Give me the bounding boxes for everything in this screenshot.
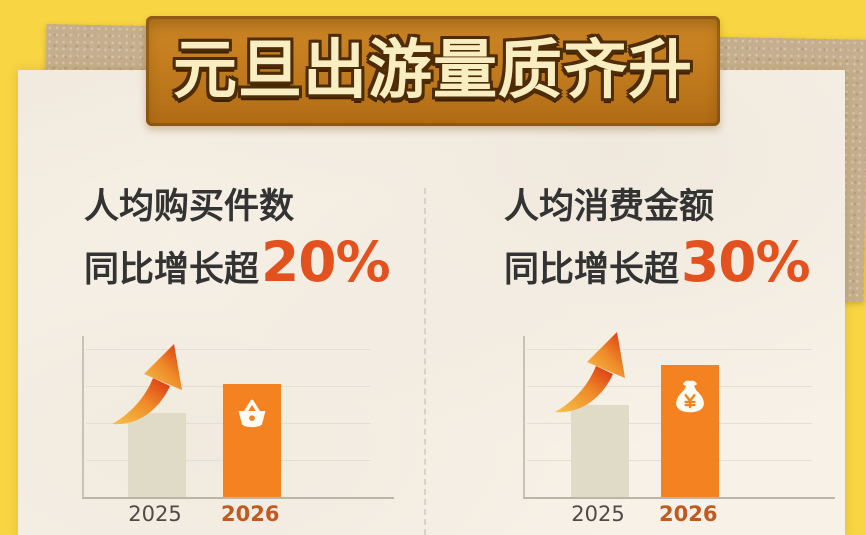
headline-prefix: 同比增长超 xyxy=(504,250,680,291)
headline-line1: 人均购买件数 xyxy=(84,187,295,227)
bar-2026 xyxy=(661,364,719,497)
dashed-divider xyxy=(424,188,426,535)
headline-spending: 人均消费金额 同比增长超 30% xyxy=(504,184,844,291)
growth-arrow-icon xyxy=(555,332,625,413)
year-label-2026: 2026 xyxy=(659,502,718,526)
bar-chart-spending: 2025 2026 xyxy=(523,332,835,531)
growth-arrow-icon xyxy=(112,344,182,425)
headline-purchases: 人均购买件数 同比增长超 20% xyxy=(84,184,424,291)
year-label-2025: 2025 xyxy=(128,502,182,526)
year-label-2026: 2026 xyxy=(221,502,280,526)
bar-2025 xyxy=(128,413,186,497)
growth-stat: 30% xyxy=(681,230,811,295)
money-bag-icon xyxy=(676,380,704,413)
headline-prefix: 同比增长超 xyxy=(84,250,260,291)
growth-stat: 20% xyxy=(261,230,391,295)
poster-title: 元旦出游量质齐升 xyxy=(173,34,693,108)
bar-chart-purchases: 2025 2026 xyxy=(82,336,394,531)
bar-2025 xyxy=(571,405,629,497)
year-label-2025: 2025 xyxy=(571,502,625,526)
bar-2026 xyxy=(223,384,281,497)
headline-line2: 同比增长超 20% xyxy=(84,235,424,291)
gridline xyxy=(86,349,372,350)
headline-line2: 同比增长超 30% xyxy=(504,235,844,291)
title-banner: 元旦出游量质齐升 xyxy=(146,16,720,126)
plot-area xyxy=(523,332,835,499)
headline-line1: 人均消费金额 xyxy=(504,187,715,227)
plot-area xyxy=(82,336,394,499)
shopping-basket-icon xyxy=(238,400,266,428)
gridline xyxy=(527,349,813,350)
